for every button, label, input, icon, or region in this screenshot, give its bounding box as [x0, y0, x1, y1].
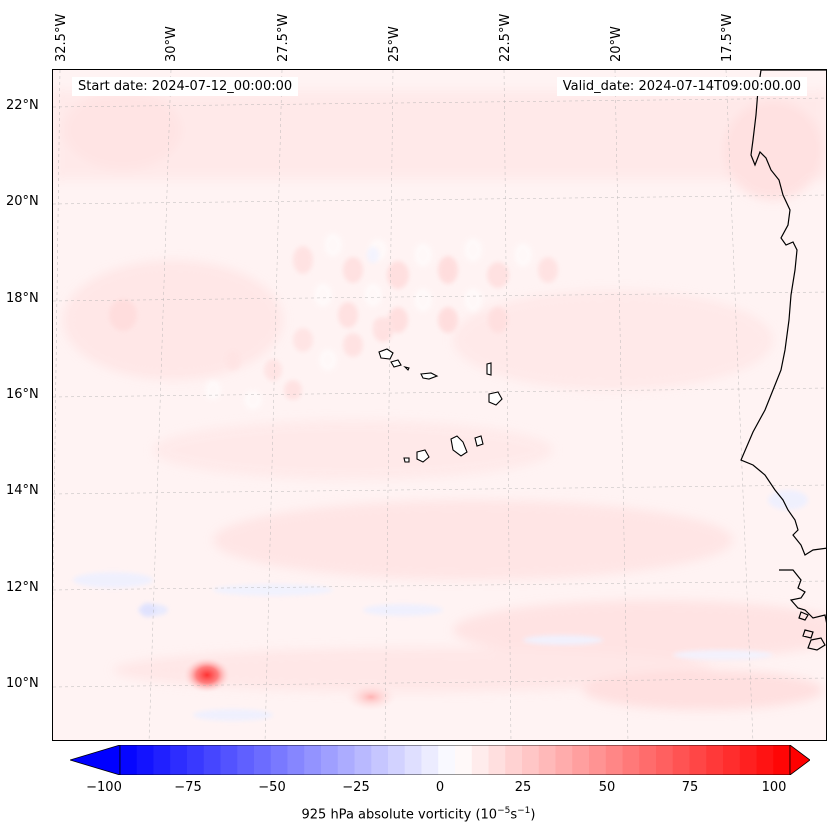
island-brava: [403, 457, 410, 463]
lon-label-32-5w: 32.5°W: [54, 13, 69, 62]
colorbar-step: [538, 745, 556, 775]
colorbar-step: [287, 745, 305, 775]
island-santiago: [450, 435, 468, 457]
colorbar-svg: [68, 744, 811, 776]
colorbar-step: [689, 745, 707, 775]
colorbar-step: [388, 745, 406, 775]
colorbar-step: [739, 745, 757, 775]
lat-label-14n: 14°N: [6, 483, 39, 498]
colorbar-extend-left: [68, 744, 121, 776]
colorbar-step: [187, 745, 205, 775]
wave-pattern: [109, 233, 558, 410]
colorbar-step: [120, 745, 138, 775]
colorbar-step: [471, 745, 489, 775]
island-sao-vicente: [390, 359, 402, 368]
lat-label-16n: 16°N: [6, 387, 39, 402]
colorbar-step: [706, 745, 724, 775]
negative-vorticity-patches: [73, 247, 808, 721]
colorbar-step: [270, 745, 288, 775]
colorbar-step: [371, 745, 389, 775]
lat-label-18n: 18°N: [6, 291, 39, 306]
colorbar-step: [589, 745, 607, 775]
vorticity-maximum: [183, 657, 231, 693]
colorbar-tick: −75: [174, 780, 202, 795]
lat-label-22n: 22°N: [6, 98, 39, 113]
lon-label-30w: 30°W: [164, 26, 179, 62]
lon-label-25w: 25°W: [387, 26, 402, 62]
colorbar-step: [321, 745, 339, 775]
colorbar-step: [153, 745, 171, 775]
colorbar: [68, 744, 811, 776]
colorbar-tick: 25: [514, 780, 532, 795]
coastline-africa: [740, 70, 826, 651]
colorbar-step: [756, 745, 774, 775]
lat-label-10n: 10°N: [6, 676, 39, 691]
colorbar-step: [522, 745, 540, 775]
colorbar-step: [354, 745, 372, 775]
colorbar-step: [220, 745, 238, 775]
cape-verde-islands: [378, 348, 503, 463]
map-panel[interactable]: [52, 69, 827, 741]
lon-label-20w: 20°W: [609, 26, 624, 62]
colorbar-step: [605, 745, 623, 775]
colorbar-step: [572, 745, 590, 775]
colorbar-step: [672, 745, 690, 775]
colorbar-step: [337, 745, 355, 775]
island-maio: [474, 435, 484, 447]
colorbar-tick: 0: [435, 780, 445, 795]
vorticity-patches: [53, 90, 826, 710]
colorbar-tick: −50: [258, 780, 286, 795]
vorticity-secondary-maximum: [345, 683, 397, 711]
colorbar-step: [505, 745, 523, 775]
colorbar-step: [723, 745, 741, 775]
colorbar-step: [656, 745, 674, 775]
colorbar-step: [639, 745, 657, 775]
vorticity-field: [53, 70, 826, 740]
island-santa-luzia: [403, 365, 410, 371]
colorbar-step: [237, 745, 255, 775]
colorbar-step: [438, 745, 456, 775]
colorbar-extend-right: [789, 744, 811, 776]
colorbar-tick: 100: [761, 780, 787, 795]
start-date-label: Start date: 2024-07-12_00:00:00: [72, 77, 299, 96]
colorbar-step: [555, 745, 573, 775]
lon-label-22-5w: 22.5°W: [498, 13, 513, 62]
colorbar-step: [488, 745, 506, 775]
colorbar-label: 925 hPa absolute vorticity (10−5s−1): [301, 806, 536, 823]
island-boa-vista: [488, 391, 503, 406]
lat-label-12n: 12°N: [6, 580, 39, 595]
colorbar-step: [622, 745, 640, 775]
island-fogo: [416, 449, 430, 463]
island-sal: [486, 362, 492, 376]
lat-label-20n: 20°N: [6, 194, 39, 209]
colorbar-tick: −100: [86, 780, 122, 795]
colorbar-step: [421, 745, 439, 775]
colorbar-tick: 50: [598, 780, 616, 795]
colorbar-step: [773, 745, 791, 775]
colorbar-step: [136, 745, 154, 775]
colorbar-step: [203, 745, 221, 775]
island-santo-antao: [378, 348, 394, 360]
colorbar-step: [170, 745, 188, 775]
colorbar-step: [404, 745, 422, 775]
lon-label-27-5w: 27.5°W: [276, 13, 291, 62]
colorbar-tick: 75: [681, 780, 699, 795]
colorbar-tick: −25: [342, 780, 370, 795]
graticule: [53, 70, 826, 740]
colorbar-step: [254, 745, 272, 775]
lon-label-17-5w: 17.5°W: [720, 13, 735, 62]
colorbar-step: [304, 745, 322, 775]
island-sao-nicolau: [420, 372, 439, 380]
colorbar-step: [455, 745, 473, 775]
colorbar-steps: [119, 744, 791, 776]
valid-date-label: Valid_date: 2024-07-14T09:00:00.00: [556, 77, 807, 96]
